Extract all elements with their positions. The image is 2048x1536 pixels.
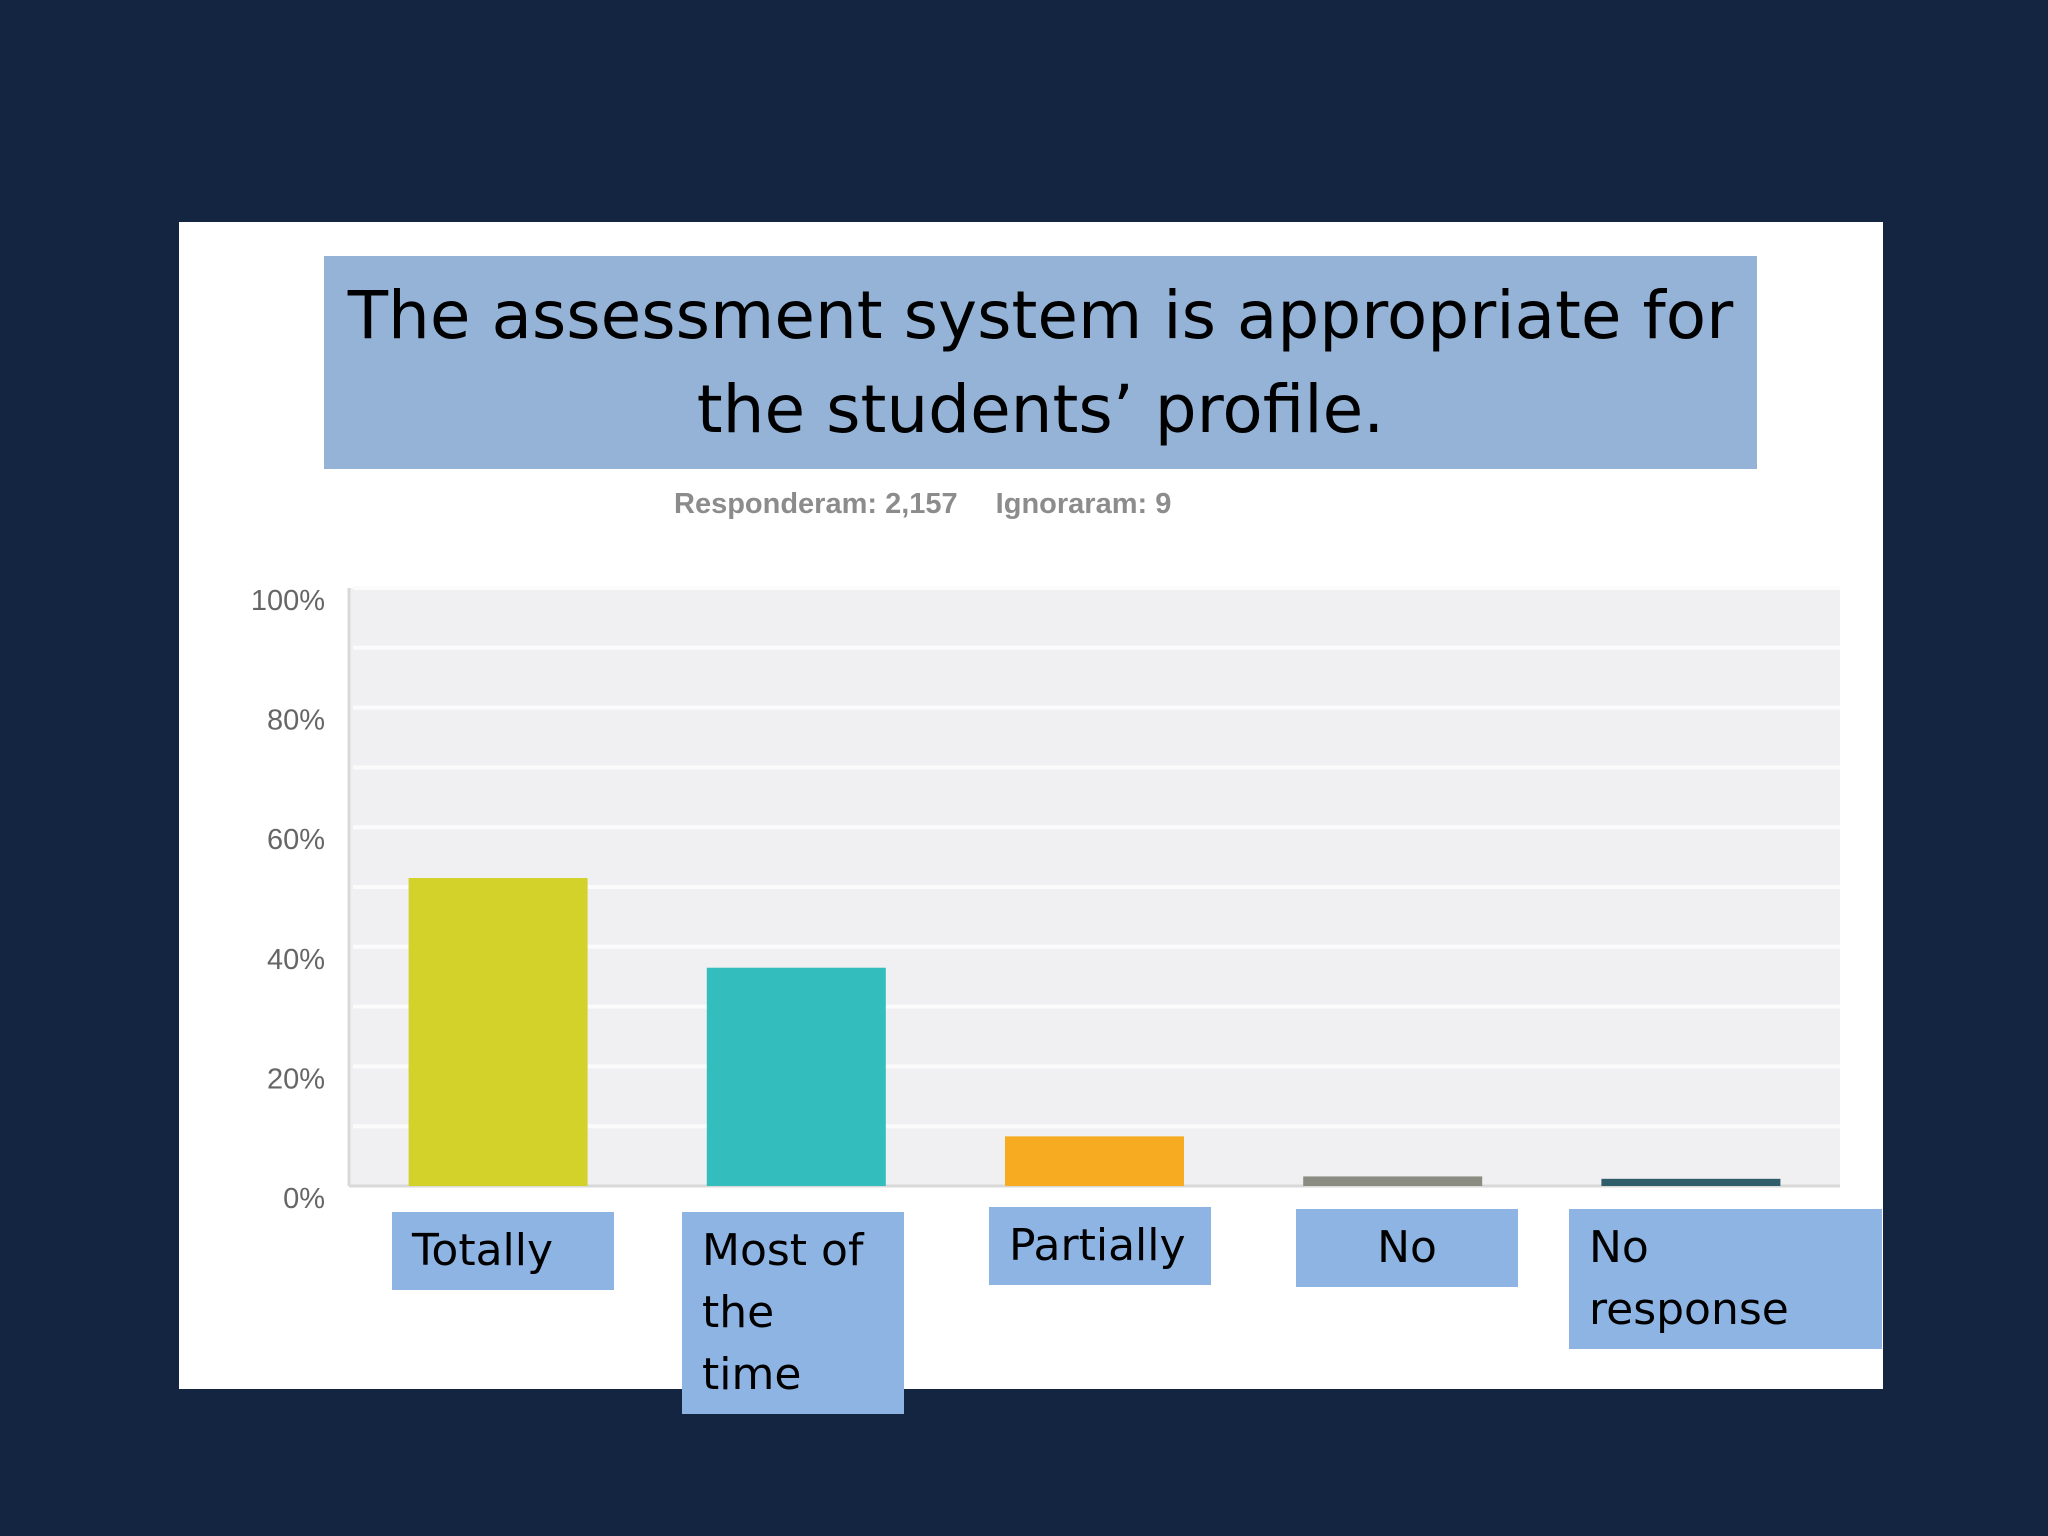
title-box: The assessment system is appropriate for…: [324, 256, 1757, 469]
bar: [408, 878, 588, 1186]
response-stats: Responderam: 2,157 Ignoraram: 9: [674, 488, 1209, 521]
bar: [706, 967, 886, 1186]
y-tick-labels: 0% 20% 40% 60% 80% 100%: [251, 585, 325, 1215]
y-tick-label: 80%: [267, 705, 325, 737]
bars: [408, 878, 1781, 1186]
answered-count: Responderam: 2,157: [674, 488, 958, 520]
y-tick-label: 40%: [267, 944, 325, 976]
y-tick-label: 20%: [267, 1063, 325, 1095]
bar: [1303, 1176, 1483, 1186]
category-label: Partially: [989, 1207, 1211, 1285]
skipped-count: Ignoraram: 9: [995, 488, 1172, 520]
y-tick-label: 0%: [283, 1183, 325, 1215]
y-tick-label: 100%: [251, 585, 325, 617]
chart-title: The assessment system is appropriate for…: [347, 276, 1734, 448]
gridlines: [353, 586, 1840, 1129]
bar: [1005, 1136, 1184, 1186]
category-label: No response: [1569, 1209, 1882, 1349]
category-label: Totally: [392, 1212, 614, 1290]
bar: [1601, 1178, 1781, 1186]
category-label: No: [1296, 1209, 1518, 1287]
y-tick-label: 60%: [267, 824, 325, 856]
category-label: Most of the time: [682, 1212, 904, 1414]
